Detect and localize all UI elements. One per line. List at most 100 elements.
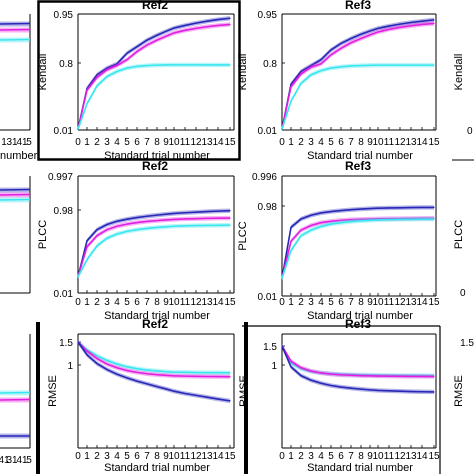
series-point-magenta (369, 375, 371, 377)
x-tick-label: 5 (124, 137, 130, 148)
series-band-magenta (282, 216, 434, 281)
series-point-blue (300, 375, 302, 377)
series-point-magenta (300, 367, 302, 369)
series-point-magenta (360, 37, 362, 40)
series-point-cyan (96, 245, 98, 247)
series-point-blue (340, 42, 342, 45)
series-point-blue (290, 83, 292, 85)
series-line-blue (77, 209, 231, 277)
x-tick-label: 0 (75, 297, 81, 308)
series-point-blue (173, 27, 175, 29)
series-point-cyan (77, 128, 79, 130)
x-tick-label: 41 (0, 455, 10, 466)
series-point-blue (300, 218, 302, 220)
y-tick-label: 0.01 (54, 126, 74, 137)
series-point-blue (217, 398, 219, 400)
series-point-blue (388, 25, 390, 27)
x-tick-label: 0 (75, 451, 81, 462)
x-tick-label: 31 (6, 137, 18, 148)
y-tick-fragment: 0 (460, 288, 466, 299)
x-tick-label: 9 (163, 137, 169, 148)
series-point-magenta (399, 375, 401, 377)
series-point-blue (184, 212, 186, 214)
series-point-blue (217, 18, 219, 21)
series-point-cyan (165, 64, 167, 66)
series-point-blue (340, 386, 342, 388)
series-point-blue (290, 226, 292, 228)
series-point-cyan (388, 219, 390, 221)
panel-title: Ref3 (345, 317, 371, 331)
series-point-magenta (173, 32, 175, 34)
series-point-magenta (206, 375, 208, 378)
series-point-blue (433, 19, 435, 21)
series-point-magenta (96, 76, 98, 79)
x-axis-label: Standard trial number (104, 310, 210, 322)
series-point-magenta (86, 89, 88, 91)
x-tick-label: 10 (372, 137, 384, 148)
series-point-blue (330, 384, 332, 387)
series-point-blue (330, 210, 332, 213)
x-tick-label: 10 (372, 451, 384, 462)
series-point-magenta (116, 367, 118, 369)
series-line-magenta (281, 345, 435, 378)
series-point-cyan (320, 225, 322, 228)
series-line-magenta (281, 22, 435, 130)
series-point-cyan (410, 64, 412, 66)
y-axis-label: RMSE (47, 375, 59, 407)
series-point-blue (136, 216, 138, 219)
series-point-blue (320, 382, 322, 384)
series-point-cyan (165, 371, 167, 373)
panel-title: Ref3 (345, 0, 371, 12)
series-point-magenta (290, 360, 292, 362)
series-line-blue (0, 22, 31, 25)
series-point-blue (165, 388, 167, 390)
series-point-cyan (116, 363, 118, 365)
x-tick-label: 2 (94, 451, 100, 462)
x-tick-label: 11 (180, 137, 191, 148)
series-point-blue (399, 390, 401, 392)
x-tick-label: 14 (416, 297, 428, 308)
x-tick-label: 41 (16, 455, 28, 466)
series-point-magenta (350, 42, 352, 44)
panel-title: Ref2 (142, 317, 168, 331)
x-tick-label: 11 (384, 451, 395, 462)
x-tick-label: 12 (394, 297, 406, 308)
series-point-cyan (206, 224, 208, 227)
series-line-blue (0, 188, 31, 191)
series-line-blue (77, 17, 231, 130)
x-tick-label: 13 (405, 297, 417, 308)
series-point-magenta (126, 59, 128, 61)
y-axis-label: PLCC (37, 220, 49, 249)
x-tick-label: 2 (298, 297, 304, 308)
series-point-magenta (173, 218, 175, 221)
series-point-blue (369, 207, 371, 210)
series-point-magenta (300, 229, 302, 231)
series-point-magenta (206, 217, 208, 219)
series-line-magenta (77, 23, 231, 130)
series-line-cyan (77, 341, 231, 374)
x-tick-label: 5 (26, 455, 32, 466)
y-tick-label: 1 (271, 361, 277, 372)
x-tick-label: 10 (168, 137, 180, 148)
series-point-blue (146, 39, 148, 41)
x-tick-label: 6 (134, 297, 140, 308)
series-point-magenta (350, 374, 352, 376)
series-point-cyan (195, 224, 197, 227)
x-tick-label: 5 (328, 297, 334, 308)
x-tick-label: 0 (75, 137, 81, 148)
y-tick-label: 0.997 (48, 172, 73, 183)
series-point-magenta (86, 350, 88, 352)
series-point-blue (377, 27, 379, 29)
x-tick-label: 9 (163, 297, 169, 308)
x-tick-label: 0 (279, 137, 285, 148)
y-tick-fragment: 0 (467, 126, 473, 137)
y-axis-label: PLCC (453, 220, 465, 249)
x-tick-label: 5 (328, 451, 334, 462)
panel-right-row1: Kendall (453, 54, 465, 91)
series-point-blue (330, 49, 332, 51)
series-point-cyan (399, 64, 401, 66)
series-point-magenta (217, 375, 219, 378)
